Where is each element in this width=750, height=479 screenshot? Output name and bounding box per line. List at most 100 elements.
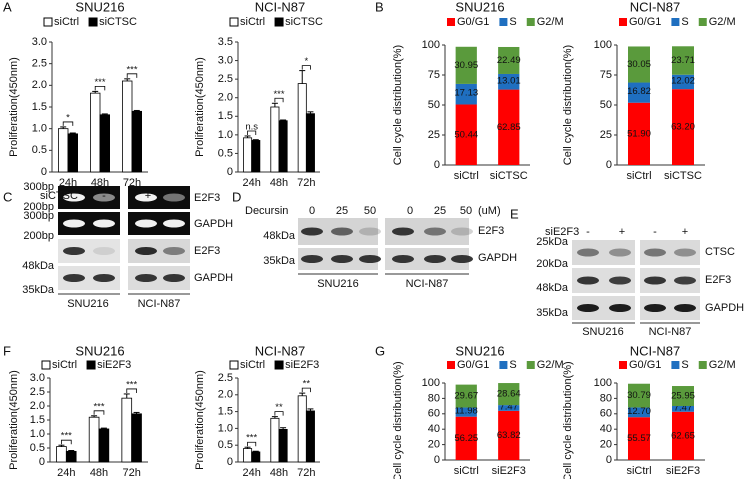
chart: SNU216 Cell cycle distribution(%) 0 25 50 75 1… xyxy=(392,0,564,182)
x-tick-label: siCTSC xyxy=(664,170,702,182)
value-label: 17.13 xyxy=(454,88,478,99)
marker-label: 35kDa xyxy=(263,255,296,267)
panel-label: A xyxy=(3,0,12,14)
legend-label: G2/M xyxy=(709,359,736,371)
bar-segment xyxy=(498,89,520,165)
significance-label: * xyxy=(304,56,308,67)
y-tick-label: 1.0 xyxy=(32,123,47,135)
legend-swatch xyxy=(619,361,627,369)
y-tick-label: 1.0 xyxy=(218,422,233,434)
blot-band xyxy=(135,193,157,202)
bar xyxy=(243,137,253,173)
significance-bracket xyxy=(301,387,311,393)
value-label: 12.70 xyxy=(627,406,651,417)
bar xyxy=(58,128,69,173)
value-label: 7.47 xyxy=(674,402,693,413)
blot-band xyxy=(63,274,85,282)
y-axis-label: Proliferation(450nm) xyxy=(8,370,20,470)
x-tick-label: 48h xyxy=(270,177,288,189)
legend-label: S xyxy=(681,359,688,371)
bar xyxy=(131,110,143,173)
cell-line-label: NCI-N87 xyxy=(649,326,692,338)
blot-image xyxy=(128,186,190,209)
significance-bracket xyxy=(93,410,105,415)
value-label: 23.71 xyxy=(671,55,695,66)
blot-image xyxy=(640,268,700,293)
x-tick-label: 72h xyxy=(123,177,141,189)
significance-label: * xyxy=(66,112,70,123)
value-label: 30.79 xyxy=(627,390,651,401)
error-bar xyxy=(280,427,287,430)
blot-band xyxy=(674,304,696,312)
error-bar xyxy=(68,450,75,452)
value-label: 55.57 xyxy=(627,433,651,444)
legend-swatch xyxy=(43,17,53,27)
bar-segment xyxy=(498,410,520,460)
x-tick-label: 24h xyxy=(242,467,260,479)
blot-image xyxy=(298,218,381,245)
error-bar xyxy=(299,392,306,396)
y-tick-label: 0.5 xyxy=(218,439,233,451)
blot-image xyxy=(58,212,120,235)
y-tick-label: 80 xyxy=(600,392,612,404)
legend-label: siCTSC xyxy=(99,16,137,28)
blot-image xyxy=(572,240,635,265)
cell-line-label: SNU216 xyxy=(67,298,109,310)
bar xyxy=(297,395,307,463)
band-label: GAPDH xyxy=(478,252,517,264)
significance-bracket xyxy=(126,73,138,78)
error-bar xyxy=(307,111,314,114)
chart: SNU216 Proliferation(450nm) 0 0.5 1.0 1.5 2.0 2… xyxy=(8,343,148,479)
bar xyxy=(251,140,261,173)
bar-segment xyxy=(498,405,520,411)
value-label: 51.90 xyxy=(627,128,651,139)
panel-label: E xyxy=(510,206,519,221)
y-tick-label: 50 xyxy=(428,99,440,111)
y-tick-label: 100 xyxy=(422,377,440,389)
cell-line-label: SNU216 xyxy=(317,278,359,290)
x-tick-label: 24h xyxy=(57,467,75,479)
y-tick-label: 3.0 xyxy=(30,372,45,384)
blot-band xyxy=(93,247,115,255)
blot-band xyxy=(451,255,473,263)
error-bar xyxy=(307,408,314,411)
chart-title: SNU216 xyxy=(75,0,124,14)
y-tick-label: 3.0 xyxy=(32,36,47,48)
legend-swatch xyxy=(619,18,627,26)
y-tick-label: 0 xyxy=(39,456,45,468)
bar xyxy=(278,429,288,463)
chart-title: SNU216 xyxy=(75,343,124,358)
significance-bracket xyxy=(247,130,257,135)
legend-swatch xyxy=(229,17,239,27)
value-label: 63.82 xyxy=(497,430,521,441)
legend-swatch xyxy=(88,17,98,27)
y-axis-label: Proliferation(450nm) xyxy=(194,370,206,470)
blot-band xyxy=(135,219,157,228)
band-label: GAPDH xyxy=(705,302,744,314)
error-bar xyxy=(244,446,251,449)
treatment-label: Decursin xyxy=(245,205,288,217)
bar xyxy=(305,113,315,173)
chart: SNU216 Cell cycle distribution(%) 0 20 40 60 8… xyxy=(392,343,564,479)
panel-label: B xyxy=(375,0,384,14)
error-bar xyxy=(133,411,140,414)
significance-label: ** xyxy=(303,379,311,390)
significance-bracket xyxy=(247,441,257,447)
lane-label: 25 xyxy=(336,205,348,217)
blot-band xyxy=(301,227,323,236)
blot-image xyxy=(640,296,700,320)
marker-label: 300bp xyxy=(23,210,54,222)
value-label: 29.67 xyxy=(454,391,478,402)
error-bar xyxy=(58,444,65,447)
chart: NCI-N87 Cell cycle distribution(%) 0 25 50 75… xyxy=(562,0,736,182)
y-tick-label: 25 xyxy=(600,129,612,141)
lane-label: 50 xyxy=(460,205,472,217)
bar-segment xyxy=(628,383,650,408)
band-label: CTSC xyxy=(705,246,735,258)
band-label: GAPDH xyxy=(194,218,233,230)
bar-segment xyxy=(628,82,650,103)
legend-swatch xyxy=(274,17,284,27)
y-tick-label: 0 xyxy=(434,454,440,466)
blot-band xyxy=(609,304,631,312)
blot-image xyxy=(58,186,120,209)
